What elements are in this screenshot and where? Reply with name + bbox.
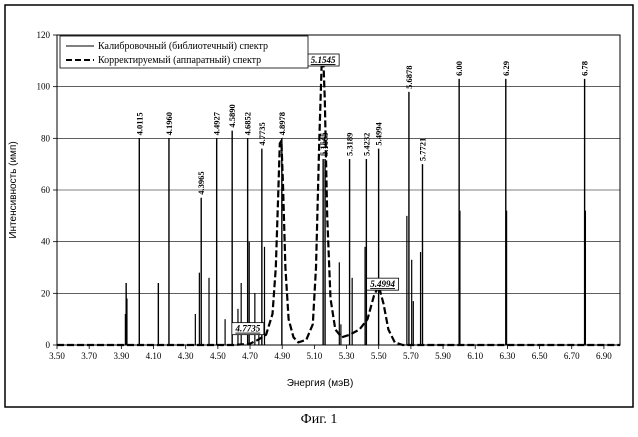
annotation-label: 5.1545 (311, 55, 336, 65)
y-tick-label: 40 (41, 237, 51, 247)
y-tick-label: 20 (41, 288, 51, 298)
annotation-label: 5.4994 (370, 279, 395, 289)
x-tick-label: 6.50 (532, 351, 548, 361)
corrected-spectrum-line (57, 56, 620, 345)
peak-label: 4.5890 (227, 104, 237, 127)
peak-label: 5.7721 (417, 138, 427, 161)
peak-label: 5.3189 (345, 133, 355, 156)
x-tick-label: 5.90 (435, 351, 451, 361)
corrected-spectrum-layer (57, 56, 620, 345)
y-tick-label: 60 (41, 185, 51, 195)
x-tick-label: 3.90 (113, 351, 129, 361)
peak-label: 4.6852 (243, 112, 253, 135)
legend: Калибровочный (библиотечный) спектр Корр… (60, 36, 308, 68)
peak-label: 6.00 (454, 61, 464, 76)
grid-layer (57, 35, 620, 293)
x-tick-label: 4.70 (242, 351, 258, 361)
x-tick-label: 3.70 (81, 351, 97, 361)
x-tick-label: 4.10 (146, 351, 162, 361)
peak-label: 5.6878 (404, 65, 414, 88)
x-tick-label: 5.30 (339, 351, 355, 361)
y-tick-label: 100 (37, 82, 51, 92)
x-tick-label: 6.30 (500, 351, 516, 361)
peak-label: 4.1960 (164, 112, 174, 135)
legend-entry-corrected: Корректируемый (аппаратный) спектр (98, 55, 261, 66)
y-tick-label: 80 (41, 133, 51, 143)
x-tick-label: 4.90 (274, 351, 290, 361)
x-tick-label: 5.10 (306, 351, 322, 361)
calibration-peaks-layer: 4.0115 4.1960 4.3965 4.4927 4.5890 4.6852 4.77… (126, 61, 589, 345)
x-tick-label: 4.50 (210, 351, 226, 361)
peak-label: 4.3965 (196, 171, 206, 194)
x-tick-label: 5.50 (371, 351, 387, 361)
chart-svg: 4.0115 4.1960 4.3965 4.4927 4.5890 4.6852 4.77… (0, 0, 638, 410)
peak-label: 6.78 (580, 61, 590, 76)
y-tick-label: 0 (46, 340, 51, 350)
x-tick-label: 6.70 (564, 351, 580, 361)
x-tick-label: 6.90 (596, 351, 612, 361)
peak-label: 6.29 (501, 61, 511, 76)
figure-caption: Фиг. 1 (0, 412, 638, 428)
peak-label: 4.7735 (257, 122, 267, 145)
x-tick-label: 5.70 (403, 351, 419, 361)
secondary-peaks-layer (125, 211, 585, 345)
x-tick-label: 3.50 (49, 351, 65, 361)
annotation-label: 4.7735 (234, 324, 260, 334)
y-axis-title: Интенсивность (имп) (8, 141, 19, 238)
legend-entry-calibration: Калибровочный (библиотечный) спектр (98, 41, 268, 52)
x-tick-label: 6.10 (467, 351, 483, 361)
peak-label: 5.4994 (374, 122, 384, 146)
y-tick-label: 120 (37, 30, 51, 40)
x-axis-title: Энергия (мэВ) (287, 378, 354, 389)
peak-label: 4.0115 (134, 112, 144, 135)
peak-label: 4.8978 (277, 112, 287, 135)
annotation-layer: 5.1545 4.7735 5.4994 (232, 54, 399, 335)
peak-label: 5.4232 (361, 133, 371, 156)
axis-layer: 0 20 40 60 80 100 120 3.50 3.70 3.90 4.10 4.30 4.50 4… (37, 30, 621, 361)
x-tick-label: 4.30 (178, 351, 194, 361)
peak-label: 4.4927 (212, 111, 222, 135)
